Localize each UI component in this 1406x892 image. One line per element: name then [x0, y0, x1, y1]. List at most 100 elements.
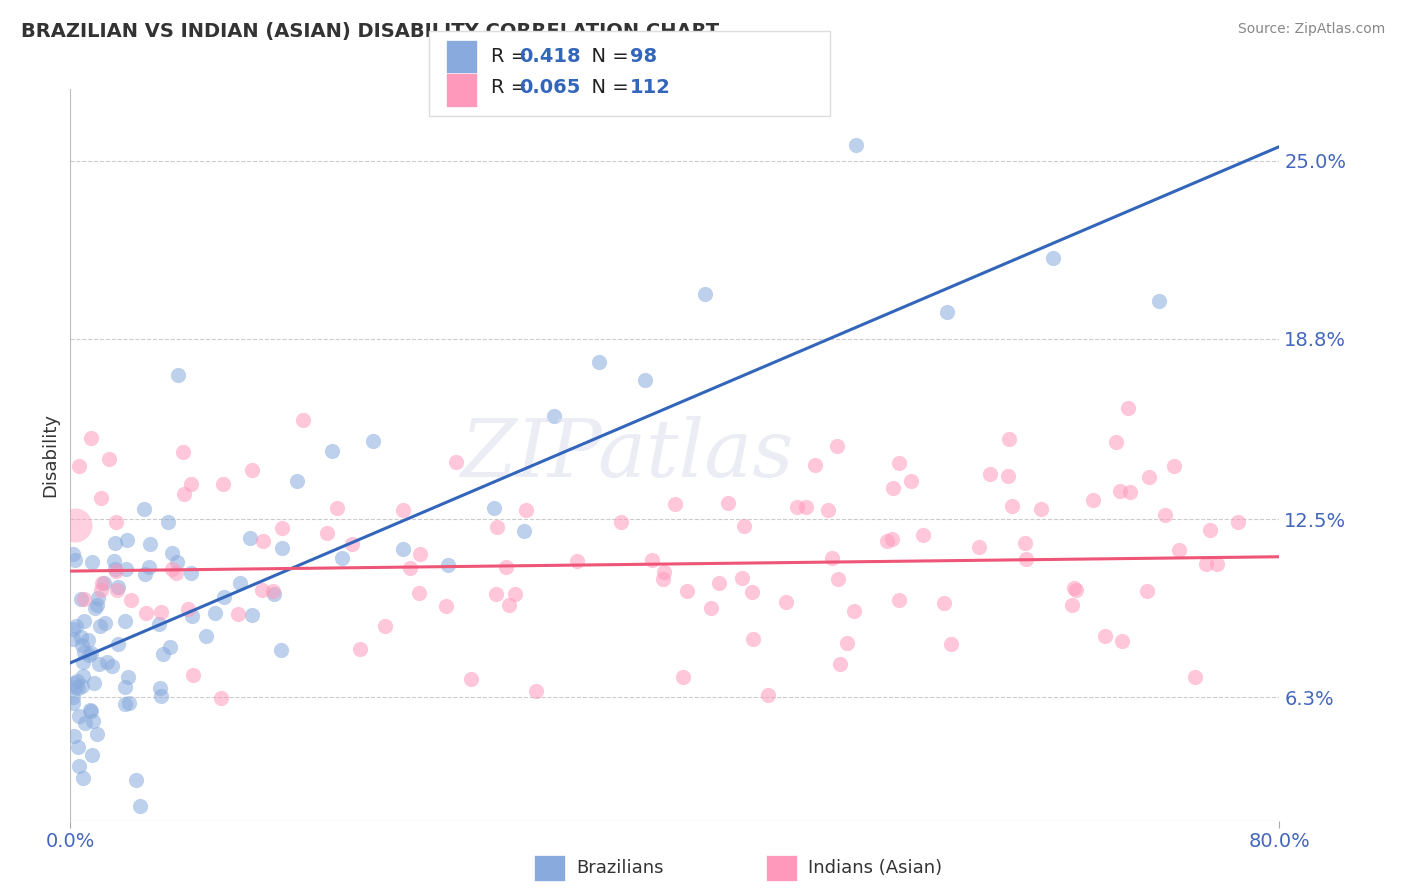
Point — [118, 696, 141, 710]
Point — [444, 455, 467, 469]
Point — [1060, 599, 1083, 613]
Point — [129, 799, 152, 814]
Point — [181, 668, 204, 682]
Point — [610, 516, 633, 530]
Text: 112: 112 — [630, 78, 671, 97]
Point — [399, 560, 422, 574]
Y-axis label: Disability: Disability — [41, 413, 59, 497]
Point — [73, 614, 96, 628]
Point — [104, 564, 127, 578]
Point — [842, 603, 865, 617]
Point — [326, 501, 349, 516]
Point — [70, 639, 93, 653]
Text: N =: N = — [579, 46, 636, 66]
Point — [214, 590, 236, 604]
Point — [1014, 536, 1036, 550]
Point — [934, 596, 956, 610]
Point — [262, 584, 284, 599]
Point — [240, 607, 263, 622]
Point — [229, 576, 252, 591]
Point — [676, 584, 699, 599]
Point — [498, 598, 520, 612]
Point — [882, 481, 904, 495]
Text: N =: N = — [579, 78, 636, 97]
Point — [672, 670, 695, 684]
Point — [652, 572, 675, 586]
Point — [67, 459, 90, 474]
Point — [503, 587, 526, 601]
Point — [1147, 294, 1170, 309]
Point — [332, 551, 354, 566]
Point — [513, 524, 536, 539]
Point — [565, 553, 588, 567]
Point — [1168, 543, 1191, 558]
Point — [82, 555, 104, 569]
Point — [524, 684, 547, 698]
Point — [1206, 557, 1229, 571]
Point — [90, 576, 112, 591]
Point — [361, 434, 384, 448]
Point — [349, 642, 371, 657]
Point — [1001, 499, 1024, 513]
Point — [786, 500, 808, 515]
Point — [240, 463, 263, 477]
Point — [700, 600, 723, 615]
Point — [1116, 401, 1139, 415]
Point — [1094, 629, 1116, 643]
Point — [876, 534, 898, 549]
Point — [90, 491, 111, 505]
Text: ZIPatlas: ZIPatlas — [460, 417, 793, 493]
Point — [821, 551, 844, 566]
Point — [93, 576, 115, 591]
Point — [83, 601, 105, 615]
Point — [73, 715, 96, 730]
Point — [817, 503, 839, 517]
Point — [835, 635, 858, 649]
Text: R =: R = — [491, 46, 533, 66]
Point — [408, 585, 430, 599]
Point — [321, 444, 343, 458]
Point — [460, 673, 482, 687]
Point — [887, 593, 910, 607]
Point — [87, 657, 110, 671]
Point — [1184, 671, 1206, 685]
Text: 0.065: 0.065 — [519, 78, 581, 97]
Point — [828, 657, 851, 671]
Point — [80, 431, 103, 445]
Point — [72, 771, 94, 785]
Point — [79, 648, 101, 663]
Point — [94, 616, 117, 631]
Point — [176, 602, 198, 616]
Point — [654, 565, 676, 579]
Point — [252, 582, 274, 597]
Point — [342, 537, 364, 551]
Point — [173, 486, 195, 500]
Point — [900, 474, 922, 488]
Point — [149, 681, 172, 695]
Point — [89, 619, 111, 633]
Text: Indians (Asian): Indians (Asian) — [808, 859, 942, 877]
Point — [374, 619, 396, 633]
Point — [291, 413, 314, 427]
Point — [82, 748, 104, 763]
Point — [104, 536, 127, 550]
Point — [1066, 582, 1088, 597]
Point — [87, 591, 110, 605]
Point — [72, 669, 94, 683]
Point — [1081, 493, 1104, 508]
Point — [82, 714, 104, 728]
Point — [159, 640, 181, 654]
Text: 0.418: 0.418 — [519, 46, 581, 66]
Point — [707, 576, 730, 591]
Point — [825, 439, 848, 453]
Point — [967, 541, 990, 555]
Point — [392, 502, 415, 516]
Point — [114, 697, 136, 711]
Point — [73, 591, 96, 606]
Point — [515, 503, 537, 517]
Point — [195, 629, 218, 643]
Point — [107, 637, 129, 651]
Point — [270, 642, 292, 657]
Point — [804, 458, 827, 472]
Point — [271, 541, 294, 556]
